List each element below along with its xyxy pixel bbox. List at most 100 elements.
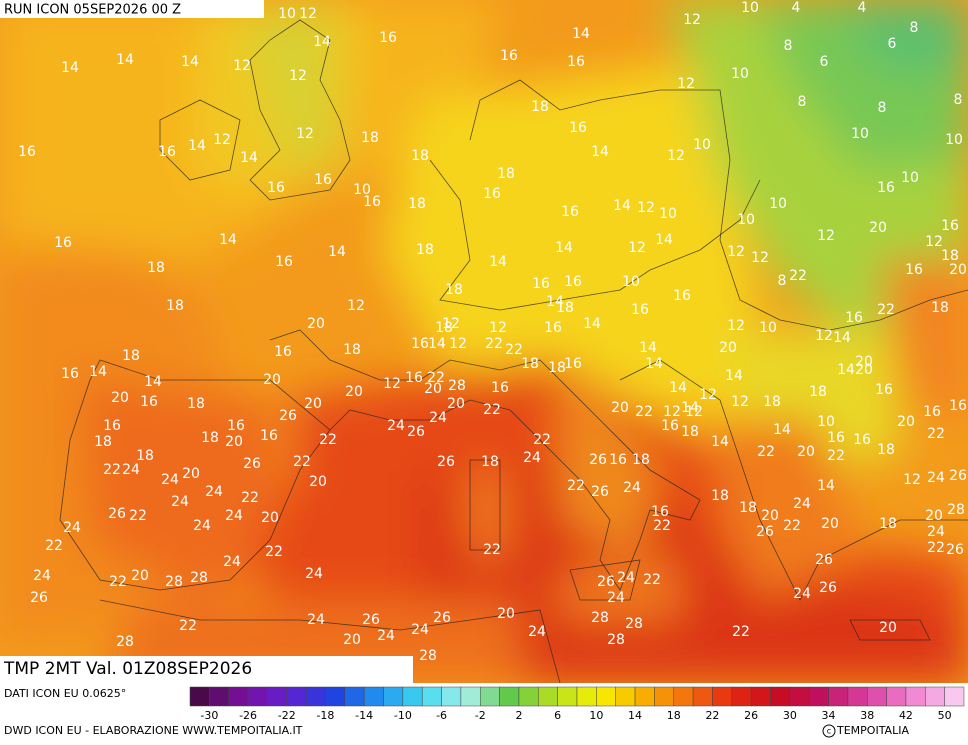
temperature-label: 20 — [925, 508, 943, 524]
temperature-label: 22 — [109, 574, 127, 590]
temperature-label: 14 — [681, 400, 699, 416]
scale-box — [828, 686, 849, 707]
temperature-label: 20 — [611, 400, 629, 416]
temperature-label: 4 — [792, 0, 801, 16]
temperature-label: 16 — [564, 274, 582, 290]
temperature-label: 20 — [821, 516, 839, 532]
temperature-label: 16 — [949, 398, 967, 414]
temperature-label: 18 — [763, 394, 781, 410]
temperature-label: 28 — [419, 648, 437, 664]
temperature-label: 14 — [639, 340, 657, 356]
temperature-label: 20 — [111, 390, 129, 406]
temperature-label: 18 — [681, 424, 699, 440]
temperature-label: 14 — [328, 244, 346, 260]
temperature-label: 16 — [500, 48, 518, 64]
scale-box — [925, 686, 945, 707]
temperature-label: 24 — [607, 590, 625, 606]
temperature-label: 18 — [201, 430, 219, 446]
temperature-label: 10 — [659, 206, 677, 222]
temperature-label: 16 — [532, 276, 550, 292]
scale-tick-label: 26 — [744, 709, 758, 722]
temperature-label: 12 — [667, 148, 685, 164]
temperature-label: 6 — [888, 36, 897, 52]
temperature-label: 16 — [941, 218, 959, 234]
temperature-label: 12 — [663, 404, 681, 420]
scale-box — [692, 686, 713, 707]
temperature-label: 20 — [424, 381, 442, 397]
temperature-label: 8 — [878, 100, 887, 116]
temperature-label: 12 — [815, 328, 833, 344]
temperature-label: 18 — [187, 396, 205, 412]
temperature-label: 20 — [261, 510, 279, 526]
scale-tick-label: 22 — [705, 709, 719, 722]
temperature-label: 12 — [727, 318, 745, 334]
temperature-label: 14 — [188, 138, 206, 154]
validity-box — [0, 656, 413, 683]
temperature-label: 10 — [353, 182, 371, 198]
temperature-label: 26 — [433, 610, 451, 626]
temperature-label: 16 — [905, 262, 923, 278]
temperature-label: 18 — [343, 342, 361, 358]
temperature-label: 18 — [445, 282, 463, 298]
temperature-label: 26 — [756, 524, 774, 540]
temperature-label: 16 — [54, 235, 72, 251]
temperature-label: 12 — [347, 298, 365, 314]
temperature-label: 20 — [309, 474, 327, 490]
scale-tick-label: -6 — [436, 709, 447, 722]
temperature-label: 12 — [683, 12, 701, 28]
credit: DWD ICON EU - ELABORAZIONE WWW.TEMPOITAL… — [4, 724, 303, 737]
temperature-label: 10 — [693, 137, 711, 153]
temperature-label: 8 — [798, 94, 807, 110]
temperature-label: 22 — [293, 454, 311, 470]
scale-tick-label: -26 — [239, 709, 257, 722]
temperature-label: 10 — [278, 6, 296, 22]
temperature-label: 16 — [853, 432, 871, 448]
scale-box — [363, 686, 384, 707]
temperature-label: 8 — [910, 20, 919, 36]
temperature-label: 24 — [617, 570, 635, 586]
temperature-label: 26 — [407, 424, 425, 440]
temperature-label: 22 — [265, 544, 283, 560]
temperature-label: 16 — [483, 186, 501, 202]
temperature-label: 18 — [481, 454, 499, 470]
scale-box — [847, 686, 868, 707]
temperature-label: 24 — [927, 524, 945, 540]
scale-box — [576, 686, 597, 707]
temperature-label: 16 — [651, 504, 669, 520]
temperature-label: 24 — [223, 554, 241, 570]
temperature-label: 16 — [405, 370, 423, 386]
temperature-label: 12 — [727, 244, 745, 260]
temperature-label: 20 — [304, 396, 322, 412]
temperature-label: 12 — [637, 200, 655, 216]
temperature-label: 18 — [166, 298, 184, 314]
temperature-label: 26 — [30, 590, 48, 606]
temperature-label: 18 — [521, 356, 539, 372]
temperature-label: 22 — [789, 268, 807, 284]
scale-box — [808, 686, 829, 707]
temperature-label: 28 — [116, 634, 134, 650]
scale-box — [634, 686, 655, 707]
temperature-label: 20 — [345, 384, 363, 400]
temperature-label: 20 — [797, 444, 815, 460]
temperature-label: 14 — [489, 254, 507, 270]
temperature-label: 20 — [307, 316, 325, 332]
scale-box — [441, 686, 462, 707]
temperature-label: 14 — [773, 422, 791, 438]
scale-box — [228, 686, 249, 707]
temperature-label: 28 — [165, 574, 183, 590]
temperature-label: 22 — [567, 478, 585, 494]
temperature-label: 16 — [661, 418, 679, 434]
temperature-label: 26 — [362, 612, 380, 628]
temperature-label: 20 — [761, 508, 779, 524]
temperature-label: 6 — [820, 54, 829, 70]
temperature-label: 12 — [383, 376, 401, 392]
temperature-label: 26 — [597, 574, 615, 590]
temperature-label: 16 — [227, 418, 245, 434]
temperature-label: 16 — [561, 204, 579, 220]
scale-box — [383, 686, 404, 707]
temperature-label: 20 — [343, 632, 361, 648]
temperature-label: 16 — [363, 194, 381, 210]
temperature-label: 14 — [655, 232, 673, 248]
